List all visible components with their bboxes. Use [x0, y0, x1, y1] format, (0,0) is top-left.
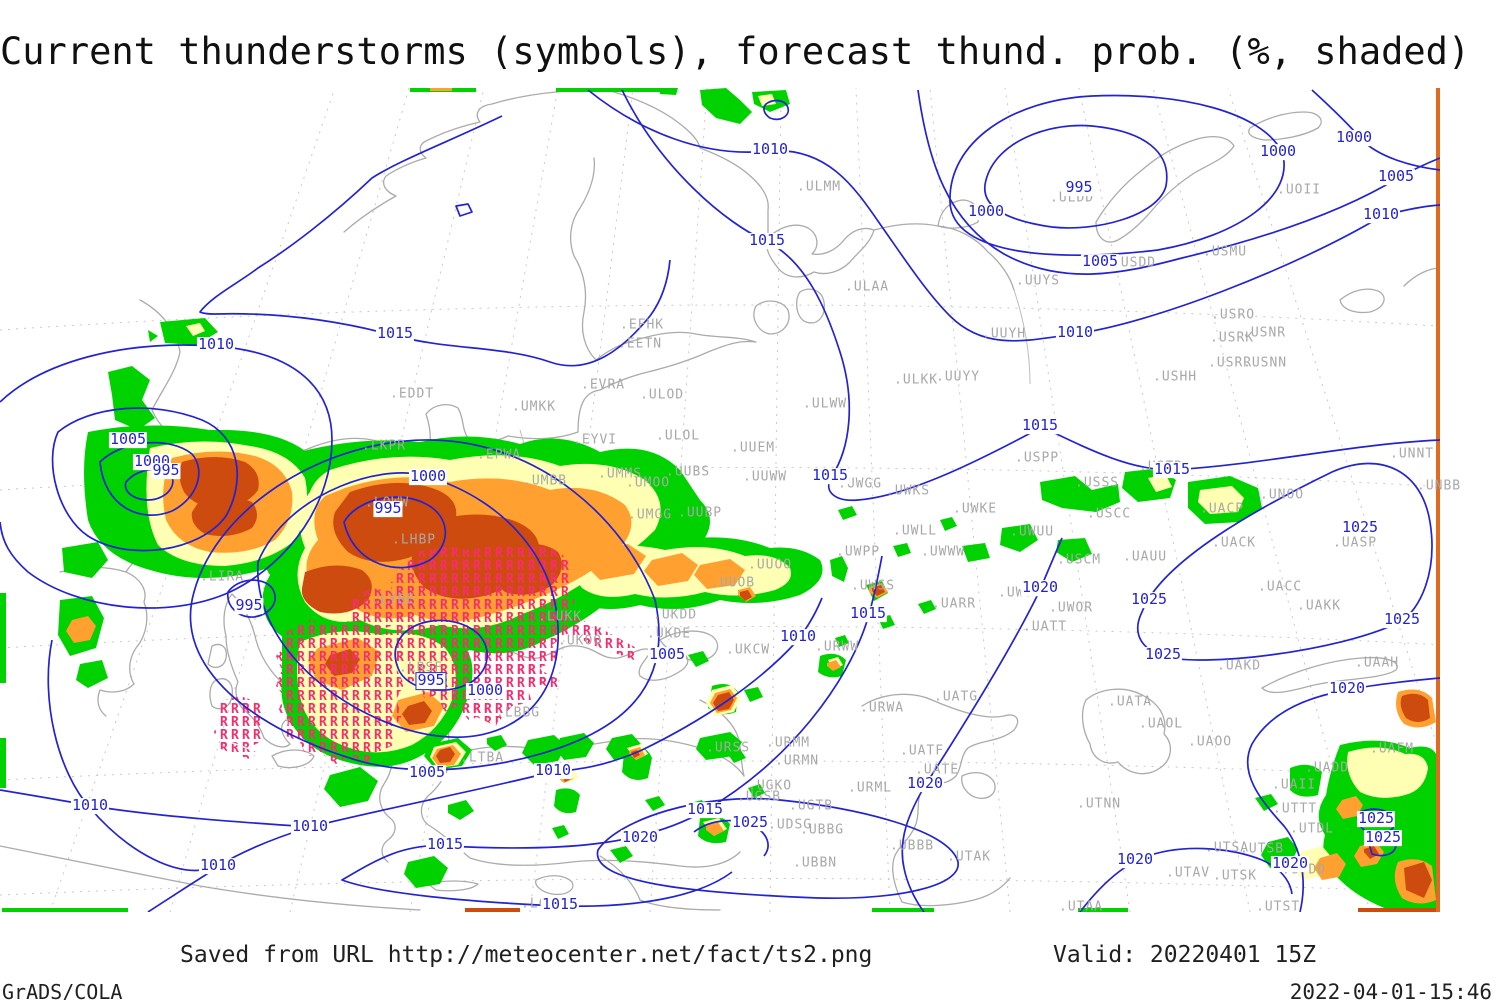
map-title: Current thunderstorms (symbols), forecas…	[0, 30, 1471, 73]
thunderstorm-clusters	[214, 545, 640, 764]
creation-timestamp: 2022-04-01-15:46	[1289, 980, 1492, 1000]
saved-from-url: Saved from URL http://meteocenter.net/fa…	[180, 942, 873, 968]
map-right-edge	[1436, 88, 1440, 912]
valid-time: Valid: 20220401 15Z	[1053, 942, 1317, 968]
generator-credit: GrADS/COLA	[2, 980, 123, 1000]
